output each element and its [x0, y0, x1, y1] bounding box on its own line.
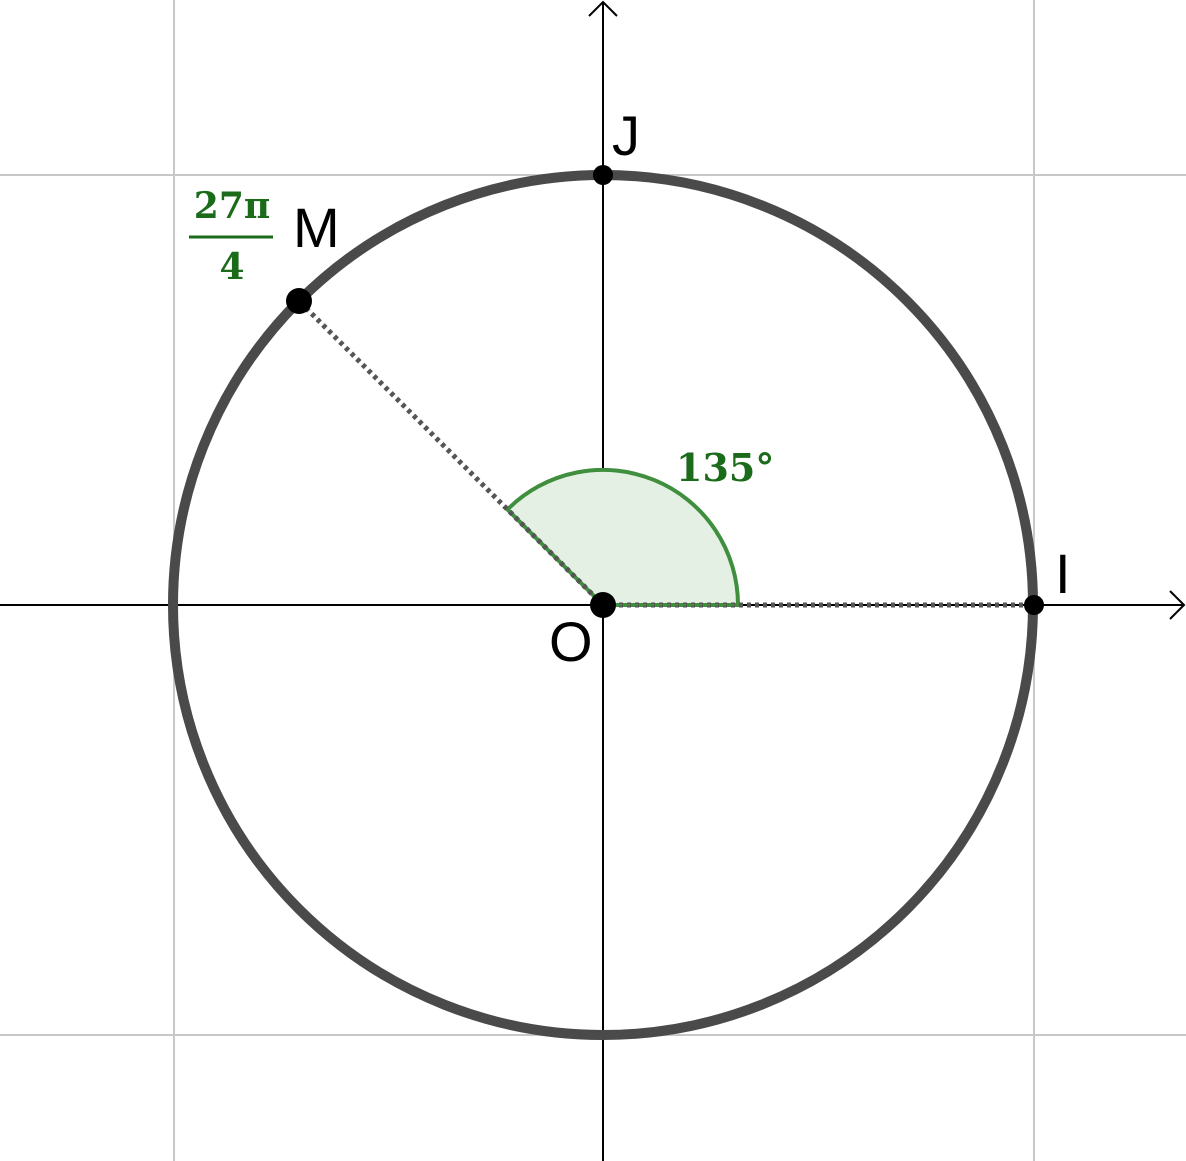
fraction-denominator: 4: [219, 246, 244, 288]
point-O[interactable]: [590, 592, 616, 618]
radius-OM: [297, 299, 605, 607]
fraction-numerator: 27π: [194, 185, 270, 227]
label-J: J: [612, 104, 640, 167]
angle-fraction-label: 27π 4: [189, 185, 273, 288]
label-O: O: [549, 610, 593, 673]
point-I[interactable]: [1024, 595, 1044, 615]
y-axis-arrow-icon: [588, 0, 618, 17]
label-I: I: [1055, 542, 1071, 605]
x-axis-arrow-icon: [1169, 590, 1186, 620]
point-M[interactable]: [286, 288, 312, 314]
angle-sector: [504, 467, 741, 607]
point-J[interactable]: [593, 165, 613, 185]
label-M: M: [293, 196, 340, 259]
angle-degree-label: 135°: [676, 445, 774, 490]
